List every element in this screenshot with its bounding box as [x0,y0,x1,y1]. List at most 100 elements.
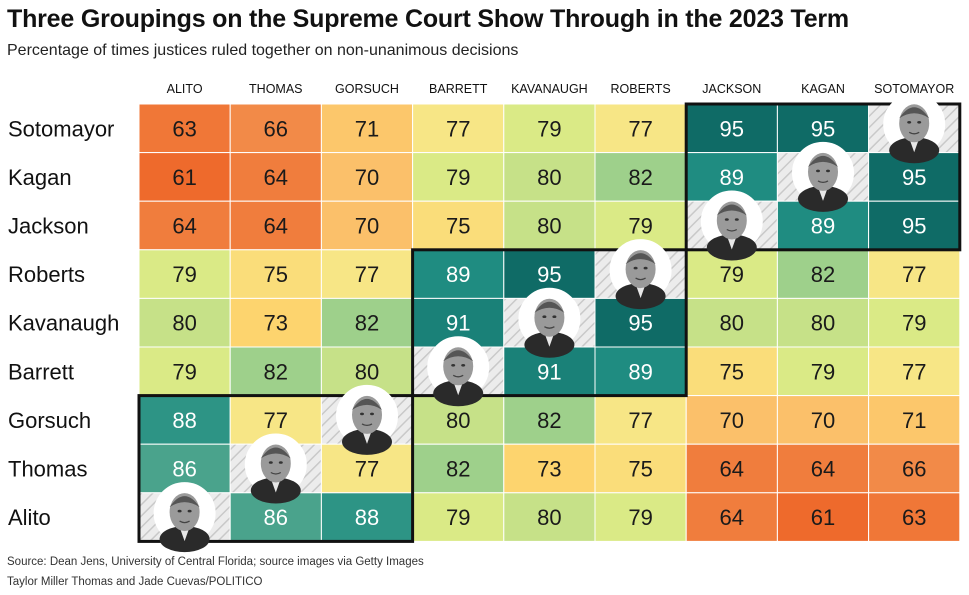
value-label-sotomayor-barrett: 77 [446,116,470,141]
value-label-thomas-jackson: 64 [720,457,744,482]
row-label-jackson: Jackson [8,214,89,239]
value-label-kagan-gorsuch: 70 [355,165,379,190]
justice-photo-kavanaugh [518,287,581,358]
cell-barrett-kagan [776,346,870,397]
cell-sotomayor-roberts [594,103,687,154]
value-label-barrett-kagan: 79 [811,359,835,384]
value-label-barrett-thomas: 82 [264,359,288,384]
value-label-alito-gorsuch: 88 [355,505,379,530]
source-note: Source: Dean Jens, University of Central… [7,556,424,568]
value-label-kagan-roberts: 82 [628,165,652,190]
value-label-kagan-kavanaugh: 80 [537,165,561,190]
cell-barrett-thomas [229,346,322,397]
cell-alito-roberts [594,492,687,542]
cell-barrett-sotomayor [868,346,961,397]
value-label-jackson-kagan: 89 [811,214,835,239]
value-label-gorsuch-thomas: 77 [264,408,288,433]
value-label-jackson-thomas: 64 [264,214,288,239]
value-label-kavanaugh-gorsuch: 82 [355,311,379,336]
value-label-barrett-roberts: 89 [628,359,652,384]
cell-sotomayor-thomas [229,103,322,154]
value-label-gorsuch-kavanaugh: 82 [537,408,561,433]
cell-kagan-roberts [594,152,687,202]
value-label-gorsuch-barrett: 80 [446,408,470,433]
row-label-roberts: Roberts [8,262,85,287]
value-label-thomas-roberts: 75 [628,457,652,482]
cell-thomas-barrett [412,443,505,494]
cell-kavanaugh-jackson [685,297,778,348]
column-label-gorsuch: GORSUCH [335,82,399,96]
cell-jackson-gorsuch [320,200,414,251]
row-label-kavanaugh: Kavanaugh [8,311,119,336]
column-label-roberts: ROBERTS [610,82,670,96]
value-label-kavanaugh-barrett: 91 [446,311,470,336]
value-label-jackson-kavanaugh: 80 [537,214,561,239]
cell-barrett-jackson [685,346,778,397]
value-label-thomas-sotomayor: 66 [902,457,926,482]
value-label-kavanaugh-roberts: 95 [628,311,652,336]
value-label-roberts-thomas: 75 [264,262,288,287]
chart-title: Three Groupings on the Supreme Court Sho… [7,5,849,33]
cell-gorsuch-sotomayor [868,395,961,445]
value-label-thomas-gorsuch: 77 [355,457,379,482]
value-label-sotomayor-kagan: 95 [811,116,835,141]
column-label-kagan: KAGAN [801,82,845,96]
value-label-gorsuch-alito: 88 [172,408,196,433]
value-label-sotomayor-kavanaugh: 79 [537,116,561,141]
row-label-alito: Alito [8,505,51,530]
justice-photo-alito [153,482,216,553]
cell-thomas-jackson [685,443,778,494]
cell-jackson-alito [138,200,231,251]
justice-photo-kagan [792,141,854,212]
cell-alito-kagan [776,492,870,542]
value-label-alito-sotomayor: 63 [902,505,926,530]
value-label-kavanaugh-alito: 80 [172,311,196,336]
value-label-thomas-barrett: 82 [446,457,470,482]
cell-alito-sotomayor [868,492,961,542]
value-label-alito-barrett: 79 [446,505,470,530]
value-label-barrett-gorsuch: 80 [355,359,379,384]
value-label-sotomayor-roberts: 77 [628,116,652,141]
value-label-alito-roberts: 79 [628,505,652,530]
value-label-alito-kavanaugh: 80 [537,505,561,530]
value-label-gorsuch-jackson: 70 [720,408,744,433]
value-label-barrett-jackson: 75 [720,359,744,384]
justice-photo-roberts [609,239,672,310]
column-label-jackson: JACKSON [702,82,761,96]
value-label-roberts-jackson: 79 [720,262,744,287]
value-label-barrett-sotomayor: 77 [902,359,926,384]
cell-jackson-kavanaugh [503,200,596,251]
value-label-kagan-barrett: 79 [446,165,470,190]
cell-kagan-alito [138,152,231,202]
cell-gorsuch-alito [138,395,231,445]
cell-thomas-kavanaugh [503,443,596,494]
group-box-1 [684,102,962,252]
value-label-thomas-kagan: 64 [811,457,835,482]
cell-alito-kavanaugh [503,492,596,542]
column-label-thomas: THOMAS [249,82,302,96]
value-label-jackson-sotomayor: 95 [902,214,926,239]
justice-photo-barrett [427,336,490,407]
value-label-sotomayor-alito: 63 [172,116,196,141]
value-label-kagan-thomas: 64 [264,165,288,190]
cell-jackson-thomas [229,200,322,251]
value-label-jackson-roberts: 79 [628,214,652,239]
value-label-kagan-alito: 61 [172,165,196,190]
chart-subtitle: Percentage of times justices ruled toget… [7,42,519,59]
value-label-jackson-gorsuch: 70 [355,214,379,239]
value-label-barrett-alito: 79 [172,359,196,384]
justice-photo-jackson [700,190,763,261]
column-label-barrett: BARRETT [429,82,488,96]
value-label-roberts-kagan: 82 [811,262,835,287]
value-label-sotomayor-jackson: 95 [720,116,744,141]
row-label-thomas: Thomas [8,457,87,482]
value-label-alito-jackson: 64 [720,505,744,530]
value-label-roberts-kavanaugh: 95 [537,262,561,287]
cell-alito-barrett [412,492,505,542]
cell-gorsuch-kagan [776,395,870,445]
group-box-3 [137,394,415,543]
cell-gorsuch-roberts [594,395,687,445]
column-label-sotomayor: SOTOMAYOR [874,82,954,96]
value-label-alito-kagan: 61 [811,505,835,530]
